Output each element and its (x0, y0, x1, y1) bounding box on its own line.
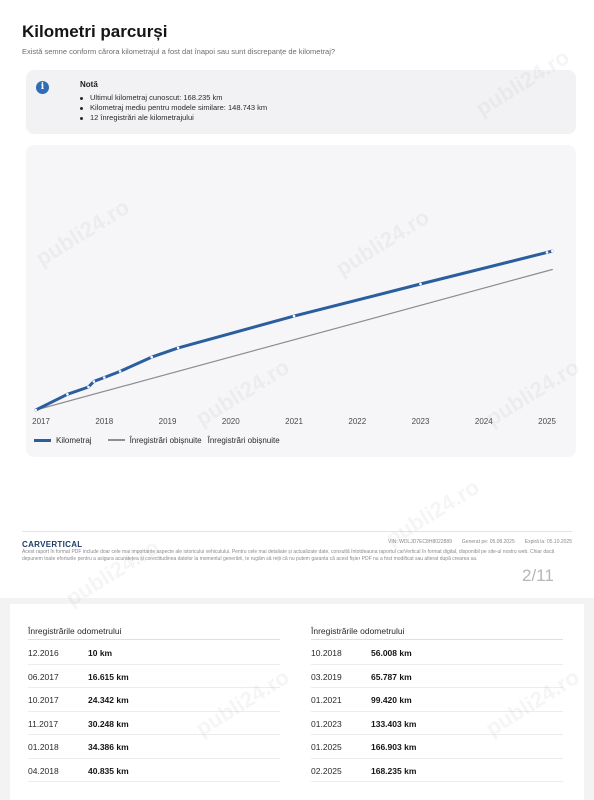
chart-canvas: 2017 2018 2019 2020 2021 2022 2023 2024 2025 (32, 249, 556, 426)
x-tick-label: 2023 (412, 417, 430, 426)
x-tick-label: 2019 (159, 417, 177, 426)
note-box: i Notă Ultimul kilometraj cunoscut: 168.… (26, 70, 576, 134)
row-km: 166.903 km (371, 742, 417, 752)
chart-legend: Kilometraj Înregistrări obișnuite Înregi… (34, 434, 286, 446)
row-km: 30.248 km (88, 718, 129, 729)
expiry-date: Expiră la: 05.10.2025 (524, 539, 572, 545)
data-point (176, 346, 180, 350)
row-km: 24.342 km (88, 695, 129, 705)
data-point (551, 249, 554, 253)
report-page: Kilometri parcurși Există semne conform … (0, 0, 594, 598)
table-row: 01.2025 166.903 km (311, 735, 563, 759)
data-point (292, 314, 296, 318)
row-km: 34.386 km (88, 742, 129, 752)
table-row: 01.2021 99.420 km (311, 688, 563, 712)
row-date: 02.2025 (311, 765, 342, 776)
x-tick-label: 2021 (285, 417, 303, 426)
data-point (103, 376, 106, 379)
data-point (545, 251, 549, 254)
table-row: 10.2017 24.342 km (28, 688, 280, 712)
x-tick-label: 2025 (538, 417, 556, 426)
note-list: Ultimul kilometraj cunoscut: 168.235 km … (80, 93, 267, 123)
table-row: 06.2017 16.615 km (28, 665, 280, 688)
page-number: 2/11 (522, 566, 554, 585)
row-km: 133.403 km (371, 718, 417, 729)
footer-divider (22, 531, 572, 532)
table-row: 11.2017 30.248 km (28, 712, 280, 735)
x-tick-label: 2022 (348, 417, 366, 426)
note-title: Notă (80, 80, 98, 89)
note-item: Ultimul kilometraj cunoscut: 168.235 km (80, 93, 267, 103)
row-date: 04.2018 (28, 765, 59, 776)
row-km: 40.835 km (88, 765, 129, 776)
series-line-mileage (34, 249, 554, 412)
odometer-page: Înregistrările odometrului 12.2016 10 km… (10, 604, 584, 800)
mileage-chart: 2017 2018 2019 2020 2021 2022 2023 2024 2025 Kil… (26, 145, 576, 457)
row-km: 10 km (88, 648, 113, 658)
legend-swatch-typical (107, 439, 125, 441)
row-date: 01.2025 (311, 742, 342, 752)
note-item: 12 înregistrări ale kilometrajului (80, 113, 267, 123)
brand-logo: CARVERTICAL (22, 540, 83, 549)
row-date: 03.2019 (311, 671, 342, 682)
note-item: Kilometraj mediu pentru modele similare:… (80, 103, 267, 113)
data-point (92, 380, 96, 383)
page-subtitle: Există semne conform cărora kilometrajul… (22, 47, 336, 56)
row-date: 10.2018 (311, 648, 342, 658)
data-point (150, 355, 153, 359)
table-row: 02.2025 168.235 km (311, 759, 563, 782)
table-title: Înregistrările odometrului (28, 626, 122, 636)
row-km: 65.787 km (371, 671, 412, 682)
table-row: 03.2019 65.787 km (311, 665, 563, 688)
legend-label-mileage: Kilometraj (56, 435, 92, 445)
legend-label-typical-duplicate: Înregistrări obișnuite (207, 435, 280, 445)
series-line-typical (35, 268, 553, 411)
vin-text: VIN: WDLJD7EC8H8022889 (387, 539, 452, 545)
row-date: 01.2021 (311, 695, 342, 705)
data-point (87, 385, 90, 389)
generated-date: Generat pe: 05.08.2025 (461, 539, 515, 545)
table-row: 01.2023 133.403 km (311, 712, 563, 735)
table-row: 12.2016 10 km (28, 641, 280, 665)
table-row: 01.2018 34.386 km (28, 735, 280, 759)
row-date: 10.2017 (28, 695, 59, 705)
row-km: 56.008 km (371, 648, 412, 658)
row-date: 12.2016 (28, 648, 59, 658)
row-date: 06.2017 (28, 671, 59, 682)
disclaimer-text: Acest raport în format PDF include doar … (22, 549, 555, 562)
table-header-divider (28, 639, 280, 640)
legend-label-typical: Înregistrări obișnuite (129, 435, 202, 445)
x-tick-label: 2020 (222, 417, 240, 426)
info-icon: i (36, 81, 49, 94)
data-point (419, 282, 422, 286)
x-tick-label: 2024 (475, 417, 493, 426)
data-point (118, 370, 122, 373)
row-km: 168.235 km (371, 765, 417, 776)
report-meta: VIN: WDLJD7EC8H8022889 Generat pe: 05.08… (300, 539, 572, 545)
page-title: Kilometri parcurși (22, 22, 168, 41)
table-row: 10.2018 56.008 km (311, 641, 563, 665)
x-tick-label: 2017 (32, 417, 50, 426)
row-date: 01.2023 (311, 718, 342, 729)
row-date: 11.2017 (28, 718, 59, 729)
row-km: 99.420 km (371, 695, 412, 705)
table-row: 04.2018 40.835 km (28, 759, 280, 782)
data-point (66, 393, 69, 396)
row-date: 01.2018 (28, 742, 59, 752)
legend-swatch-mileage (34, 438, 51, 442)
table-title: Înregistrările odometrului (311, 626, 405, 636)
x-tick-label: 2018 (95, 417, 113, 426)
data-point (34, 408, 38, 412)
row-km: 16.615 km (88, 671, 129, 682)
table-header-divider (311, 639, 563, 640)
